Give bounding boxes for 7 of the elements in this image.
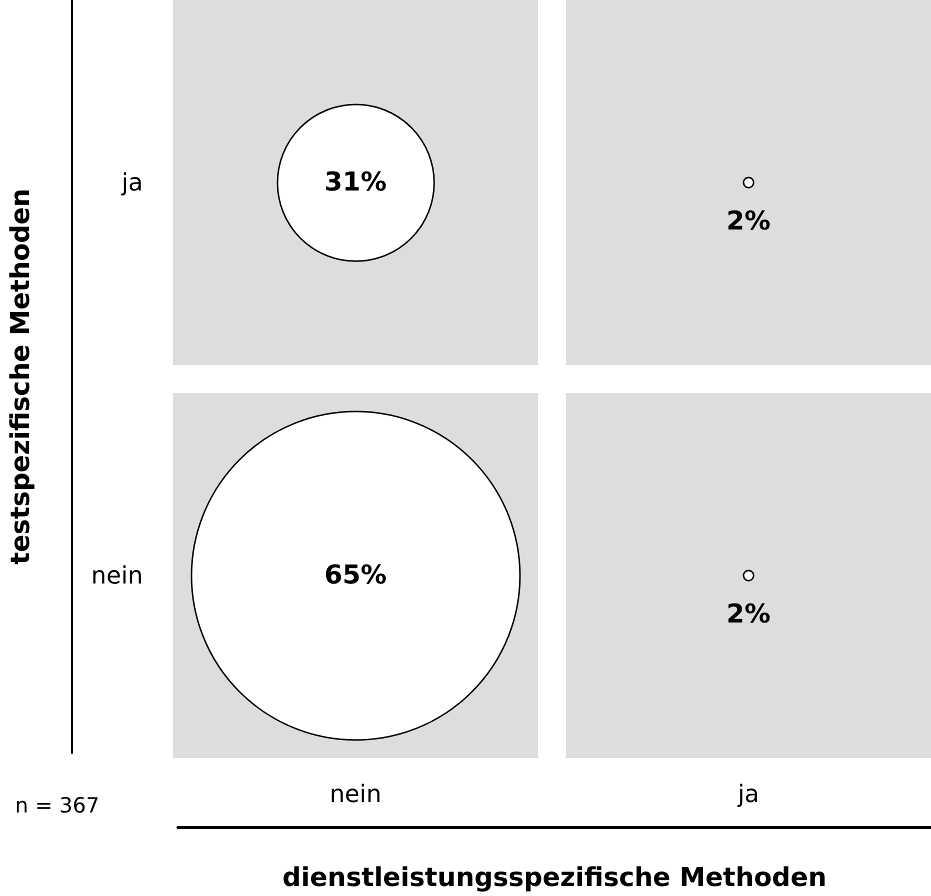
data-label: 65%	[324, 560, 387, 590]
data-label: 31%	[324, 168, 387, 198]
data-label: 2%	[726, 206, 771, 237]
x-axis-title: dienstleistungsspezifische Methoden	[282, 863, 827, 893]
text: n = 367	[15, 794, 100, 818]
y-axis-title: testspezifische Methoden	[6, 188, 36, 565]
data-label: 2%	[726, 600, 771, 630]
